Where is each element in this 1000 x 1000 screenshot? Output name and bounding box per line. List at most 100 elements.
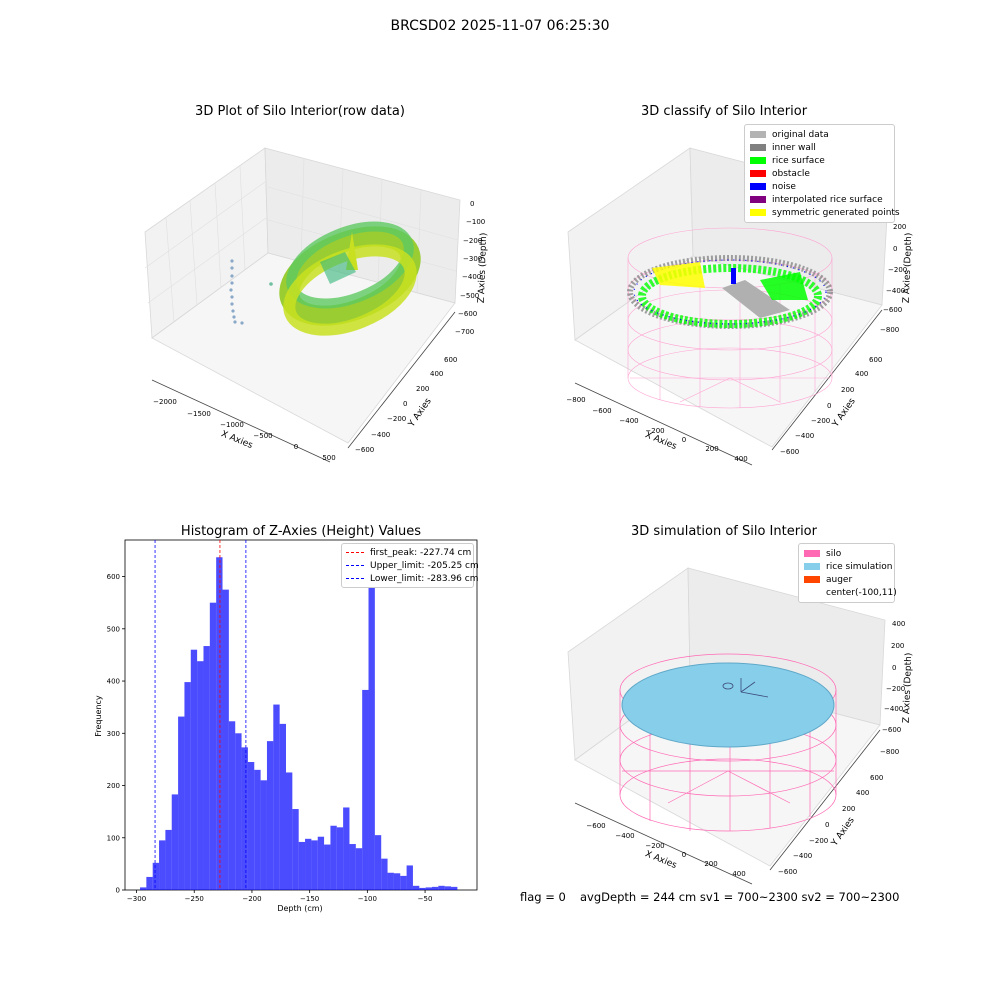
histogram-bar — [216, 557, 223, 890]
histogram-y-tick-label: 500 — [107, 625, 120, 633]
histogram-bar — [336, 827, 344, 890]
legend-label: center(-100,11) — [826, 587, 897, 598]
histogram-bar — [387, 872, 394, 890]
histogram-bar — [152, 862, 160, 890]
panel1-x-tick: −500 — [253, 432, 272, 440]
panel1-y-tick: 0 — [403, 400, 407, 408]
legend-label: first_peak: -227.74 cm — [370, 547, 472, 558]
histogram-bar — [190, 649, 198, 890]
panel1-z-tick: −400 — [462, 273, 481, 281]
legend-line — [346, 552, 364, 553]
histogram-bars — [140, 557, 458, 890]
legend-label: Upper_limit: -205.25 cm — [370, 560, 479, 571]
legend-item: symmetric generated points — [750, 206, 900, 219]
legend-swatch — [804, 576, 820, 583]
histogram-x-tick-label: −250 — [185, 895, 204, 903]
legend-swatch — [750, 131, 766, 138]
histogram-bar — [425, 887, 432, 890]
histogram-bar — [431, 886, 439, 890]
histogram-y-label: Frequency — [94, 695, 103, 737]
histogram-bar — [235, 733, 242, 890]
legend-item: rice surface — [750, 154, 889, 167]
histogram-bar — [159, 840, 166, 890]
histogram-bar — [381, 858, 388, 890]
panel1-y-tick: −600 — [355, 446, 374, 454]
panel1-z-tick: −200 — [463, 237, 482, 245]
legend-item: noise — [750, 180, 889, 193]
legend-item: inner wall — [750, 141, 889, 154]
histogram-title: Histogram of Z-Axies (Height) Values — [180, 524, 422, 539]
panel1-x-tick: 500 — [322, 454, 335, 462]
histogram-bar — [266, 741, 274, 890]
legend-label: interpolated rice surface — [772, 194, 883, 205]
panel1-x-tick: −1000 — [220, 421, 244, 429]
status-flag: flag = 0 — [520, 890, 566, 904]
histogram-bar — [368, 581, 375, 890]
histogram-y-ticks: 0 100 200 300 400 500 600 — [107, 573, 125, 895]
legend-swatch — [750, 196, 766, 203]
histogram-y-tick-label: 200 — [107, 782, 120, 790]
histogram-bar — [279, 723, 286, 890]
legend-swatch — [804, 563, 820, 570]
panel1-y-ticks: −600 −400 −200 0 200 400 600 — [355, 356, 457, 454]
legend-label: auger — [826, 574, 853, 585]
legend-item: Lower_limit: -283.96 cm — [346, 572, 478, 585]
histogram-bar — [165, 829, 172, 890]
histogram-y-tick-label: 100 — [107, 834, 120, 842]
histogram-bar — [292, 809, 299, 890]
status-metrics: avgDepth = 244 cm sv1 = 700~2300 sv2 = 7… — [580, 890, 900, 904]
histogram-bar — [393, 873, 401, 890]
histogram-y-tick-label: 0 — [116, 887, 120, 895]
legend-swatch — [750, 157, 766, 164]
histogram-x-tick-label: −50 — [418, 895, 433, 903]
histogram-bar — [330, 825, 337, 890]
panel1-y-tick: −400 — [371, 431, 390, 439]
legend-item: silo — [804, 547, 889, 560]
figure-title: BRCSD02 2025-11-07 06:25:30 — [390, 18, 610, 34]
panel1-rice-ring — [279, 221, 421, 336]
histogram-bar — [171, 794, 179, 890]
legend-line — [346, 578, 364, 579]
panel1-x-tick: −1500 — [187, 410, 211, 418]
legend-item: original data — [750, 128, 889, 141]
panel1-y-tick: 600 — [444, 356, 457, 364]
histogram-bar — [374, 835, 382, 890]
histogram-bar — [343, 807, 350, 890]
histogram-y-tick-label: 400 — [107, 678, 120, 686]
histogram-bar — [349, 844, 356, 890]
histogram-bar — [438, 885, 445, 890]
histogram-bar — [406, 865, 413, 890]
legend-label: noise — [772, 181, 796, 192]
histogram-y-tick-label: 600 — [107, 573, 120, 581]
legend-item: Upper_limit: -205.25 cm — [346, 559, 479, 572]
legend-label: original data — [772, 129, 829, 140]
panel1-outlier-points — [229, 259, 273, 325]
histogram-bar — [241, 747, 248, 890]
histogram-legend: first_peak: -227.74 cm Upper_limit: -205… — [341, 543, 479, 588]
legend-label: Lower_limit: -283.96 cm — [370, 573, 479, 584]
histogram-bar — [285, 772, 293, 890]
panel1-title: 3D Plot of Silo Interior(row data) — [195, 104, 405, 119]
histogram-bar — [317, 836, 325, 890]
histogram-bar — [273, 704, 280, 890]
legend-swatch — [750, 144, 766, 151]
histogram-reference-lines — [154, 540, 247, 890]
histogram-y-tick-label: 300 — [107, 730, 120, 738]
panel1-y-tick: 200 — [416, 385, 429, 393]
legend-label: rice surface — [772, 155, 825, 166]
histogram-bar — [324, 844, 331, 890]
histogram-x-tick-label: −100 — [358, 895, 377, 903]
histogram-bar — [228, 721, 236, 890]
histogram-bar — [146, 876, 153, 890]
legend-swatch — [750, 209, 766, 216]
panel1-z-tick: −500 — [460, 292, 479, 300]
legend-swatch — [750, 170, 766, 177]
legend-swatch — [804, 589, 820, 596]
panel4-legend: silo rice simulation auger center(-100,1… — [798, 543, 897, 603]
panel1-z-tick: −600 — [458, 310, 477, 318]
histogram-bar — [298, 841, 306, 890]
histogram-x-label: Depth (cm) — [277, 904, 322, 913]
panel1-z-tick: −100 — [466, 218, 485, 226]
